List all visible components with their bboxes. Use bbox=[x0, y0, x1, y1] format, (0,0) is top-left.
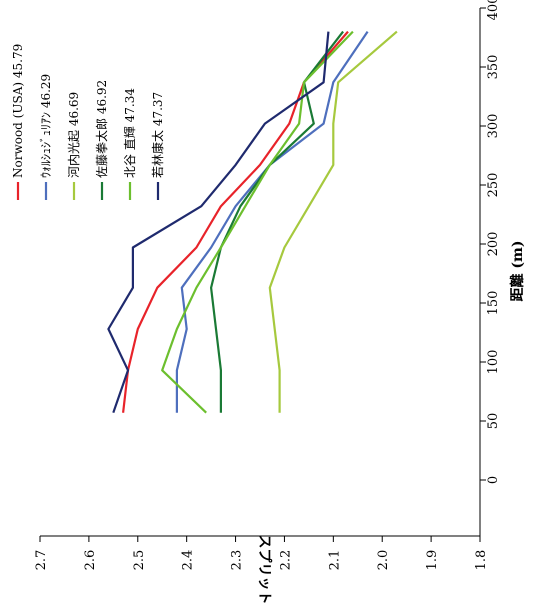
legend-label-1: Norwood (USA) 45.79 bbox=[11, 44, 25, 178]
legend-label-3: 河内光起 46.69 bbox=[67, 92, 81, 178]
x-tick-label: 150 bbox=[486, 291, 501, 316]
series-layer bbox=[107, 30, 398, 414]
legend-label-2: ｳｫﾙｼｭｼﾞｭﾘｱﾝ 46.29 bbox=[39, 74, 53, 178]
x-tick-label: 200 bbox=[486, 232, 501, 257]
x-tick-label: 250 bbox=[486, 173, 501, 198]
legend-label-6: 若林康太 47.37 bbox=[150, 92, 165, 178]
series-line-2 bbox=[175, 30, 369, 413]
x-tick-label: 400 bbox=[486, 0, 501, 20]
x-ticks: 0 50 100 150 200 250 300 350 400 bbox=[480, 0, 501, 484]
y-tick-label: 2.1 bbox=[327, 550, 342, 571]
y-tick-label: 2.5 bbox=[132, 550, 147, 571]
y-ticks: 1.8 1.9 2.0 2.1 2.2 2.3 2.4 2.5 2.6 2.7 bbox=[34, 536, 489, 570]
legend-label-5: 北谷 直輝 47.34 bbox=[123, 88, 137, 178]
y-tick-label: 1.8 bbox=[474, 550, 489, 571]
series-line-1 bbox=[122, 30, 349, 413]
series-line-3 bbox=[268, 30, 398, 413]
y-tick-label: 2.3 bbox=[230, 550, 245, 571]
x-tick-label: 0 bbox=[486, 476, 501, 484]
legend-label-4: 佐藤拳太郎 46.92 bbox=[94, 80, 109, 178]
x-tick-label: 50 bbox=[486, 413, 501, 430]
y-tick-label: 2.4 bbox=[181, 550, 196, 571]
y-tick-label: 2.0 bbox=[376, 550, 391, 571]
x-tick-label: 350 bbox=[486, 55, 501, 80]
y-axis-title: スプリット (m) bbox=[256, 535, 272, 608]
series-line-5 bbox=[161, 30, 354, 414]
y-tick-label: 1.9 bbox=[425, 550, 440, 571]
y-tick-label: 2.7 bbox=[34, 550, 49, 571]
x-axis-title: 距離 (m) bbox=[509, 241, 526, 302]
x-tick-label: 300 bbox=[486, 114, 501, 139]
series-line-6 bbox=[107, 31, 330, 414]
x-tick-label: 100 bbox=[486, 350, 501, 375]
legend: Norwood (USA) 45.79 ｳｫﾙｼｭｼﾞｭﾘｱﾝ 46.29 河内光起… bbox=[11, 44, 165, 200]
y-tick-label: 2.2 bbox=[278, 550, 293, 571]
series-line-4 bbox=[210, 30, 344, 413]
y-tick-label: 2.6 bbox=[83, 550, 98, 571]
